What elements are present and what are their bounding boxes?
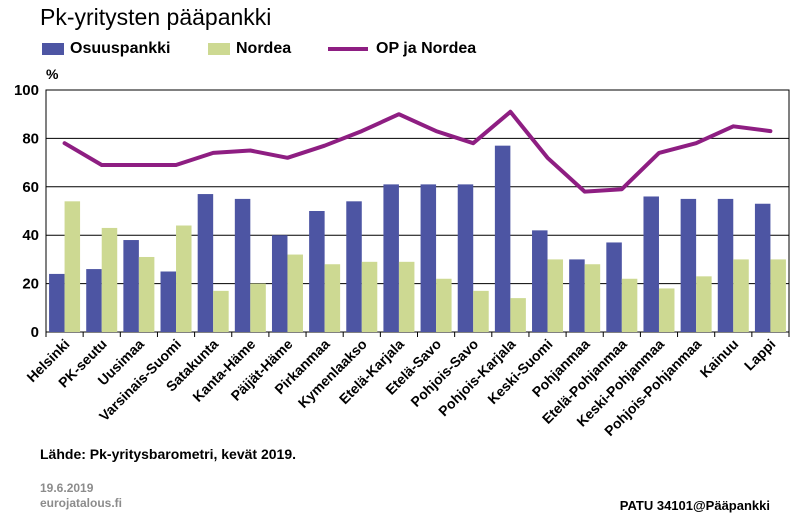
bar-line-chart: 020406080100HelsinkiPK-seutuUusimaaVarsi… <box>14 82 790 439</box>
bar-nordea-3 <box>176 225 192 332</box>
bar-osuuspankki-15 <box>606 242 622 332</box>
legend-item-op-ja-nordea: OP ja Nordea <box>328 40 476 58</box>
bar-nordea-7 <box>324 264 341 332</box>
bar-nordea-14 <box>584 264 601 332</box>
website-label: eurojatalous.fi <box>40 496 123 510</box>
bar-nordea-11 <box>473 290 489 332</box>
bar-nordea-8 <box>361 261 378 332</box>
x-tick-label-18: Kainuu <box>697 336 742 381</box>
y-tick-label-40: 40 <box>22 227 39 244</box>
publish-date: 19.6.2019 <box>40 481 94 495</box>
legend-label-osuuspankki: Osuuspankki <box>70 40 171 57</box>
bar-osuuspankki-8 <box>346 201 362 332</box>
line-series-op-ja-nordea <box>62 109 773 194</box>
bar-nordea-4 <box>213 290 229 332</box>
legend-label-op-ja-nordea: OP ja Nordea <box>376 40 477 57</box>
bar-osuuspankki-1 <box>86 269 102 332</box>
bar-osuuspankki-13 <box>532 230 548 332</box>
source-note: Lähde: Pk-yritysbarometri, kevät 2019. <box>40 446 297 462</box>
bar-osuuspankki-17 <box>680 198 697 332</box>
bar-osuuspankki-3 <box>160 271 177 332</box>
legend-item-nordea: Nordea <box>208 40 291 58</box>
bar-nordea-12 <box>510 298 526 332</box>
x-tick-label-19: Lappi <box>741 336 779 374</box>
bar-osuuspankki-9 <box>383 184 399 332</box>
bar-nordea-0 <box>64 201 81 332</box>
bar-nordea-13 <box>547 259 564 332</box>
bar-osuuspankki-19 <box>754 203 771 332</box>
bar-osuuspankki-0 <box>49 273 65 332</box>
bar-osuuspankki-5 <box>234 198 251 332</box>
bar-nordea-17 <box>696 276 712 332</box>
bar-nordea-10 <box>436 278 452 332</box>
bar-osuuspankki-12 <box>494 145 511 332</box>
legend-label-nordea: Nordea <box>236 40 292 57</box>
bar-nordea-9 <box>398 261 415 332</box>
bar-osuuspankki-10 <box>420 184 437 332</box>
bar-osuuspankki-18 <box>717 198 734 332</box>
legend-swatch-osuuspankki <box>42 43 64 55</box>
chart-code: PATU 34101@Pääpankki <box>619 498 770 513</box>
y-tick-label-20: 20 <box>22 276 39 293</box>
legend-swatch-nordea <box>208 43 230 55</box>
bar-osuuspankki-2 <box>123 240 139 332</box>
bar-nordea-19 <box>770 259 786 332</box>
bar-nordea-15 <box>621 278 638 332</box>
bar-nordea-1 <box>101 227 118 332</box>
bar-osuuspankki-16 <box>643 196 659 332</box>
y-tick-label-80: 80 <box>22 130 39 147</box>
bar-nordea-18 <box>733 259 749 332</box>
bar-osuuspankki-6 <box>271 235 288 332</box>
y-tick-label-0: 0 <box>31 324 39 341</box>
legend-line-op-ja-nordea <box>328 47 368 51</box>
bar-nordea-5 <box>250 283 266 332</box>
bar-nordea-2 <box>138 256 155 332</box>
bar-osuuspankki-7 <box>309 211 325 332</box>
y-tick-label-60: 60 <box>22 179 39 196</box>
bar-nordea-6 <box>287 254 303 332</box>
legend-item-osuuspankki: Osuuspankki <box>42 40 170 58</box>
y-tick-label-100: 100 <box>14 82 39 99</box>
chart-title: Pk-yritysten pääpankki <box>40 4 272 30</box>
bar-osuuspankki-4 <box>197 194 214 332</box>
bar-osuuspankki-11 <box>457 184 474 332</box>
plot-area-frame <box>45 89 790 333</box>
y-axis-unit-label: % <box>46 66 59 82</box>
bar-nordea-16 <box>658 288 675 332</box>
bar-osuuspankki-14 <box>569 259 585 332</box>
